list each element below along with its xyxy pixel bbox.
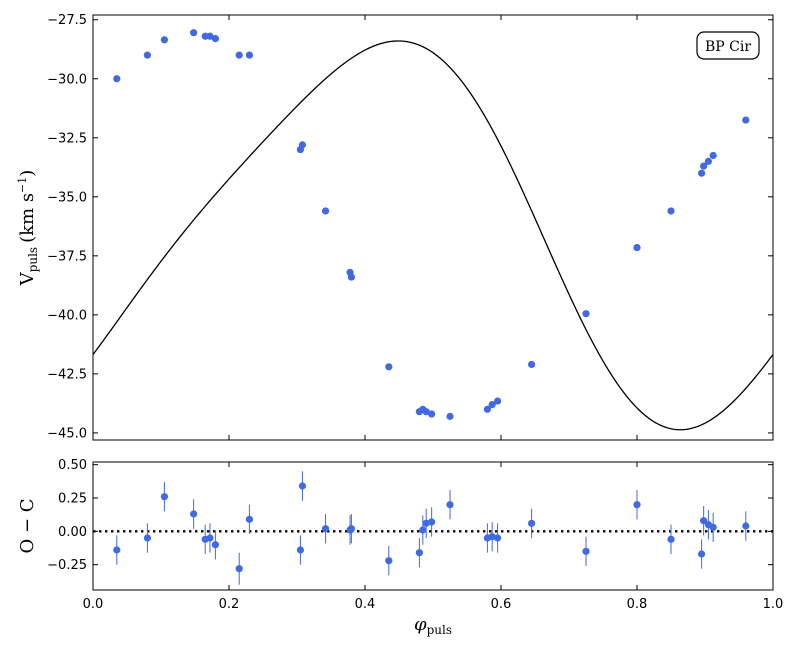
residual-axis-label: O − C — [17, 498, 38, 553]
residual-point — [298, 482, 307, 490]
y-tick-label: −27.5 — [47, 13, 87, 28]
velocity-point — [528, 360, 536, 369]
residual-point — [211, 541, 219, 549]
velocity-point — [742, 116, 750, 124]
residual-point — [415, 549, 423, 557]
x-tick-label: 1.0 — [763, 597, 784, 612]
residual-axis-ticks: 0.50 0.25 0.00 −0.25 0.0 0.2 0.4 0.6 0.8 1.0 — [47, 458, 783, 612]
velocity-point — [494, 397, 502, 405]
velocity-point — [428, 410, 436, 418]
velocity-point — [422, 408, 430, 416]
y-tick-label: 0.50 — [58, 458, 87, 473]
residual-point — [422, 519, 430, 527]
y-tick-label: −0.25 — [47, 558, 87, 573]
residual-point — [296, 546, 304, 554]
velocity-point — [709, 151, 717, 160]
velocity-point — [235, 51, 243, 59]
residual-point — [528, 519, 536, 527]
velocity-point — [667, 207, 675, 215]
y-tick-label: 0.25 — [58, 492, 87, 507]
x-tick-label: 0.8 — [627, 597, 648, 612]
residual-point — [700, 517, 708, 525]
x-tick-label: 0.6 — [491, 597, 512, 612]
velocity-point — [633, 243, 641, 252]
velocity-point — [582, 310, 590, 318]
x-tick-label: 0.4 — [355, 597, 376, 612]
ylabel-sub: puls — [26, 247, 40, 272]
y-tick-label: −40.0 — [47, 308, 87, 323]
velocity-point — [298, 141, 307, 149]
velocity-point — [704, 157, 713, 165]
velocity-point — [245, 51, 253, 59]
velocity-point — [143, 51, 151, 59]
residual-point — [347, 525, 355, 533]
y-tick-label: 0.00 — [58, 525, 87, 540]
velocity-point — [446, 412, 454, 420]
residual-point — [582, 547, 590, 555]
velocity-point — [385, 363, 393, 371]
residual-points — [113, 471, 750, 585]
residual-point — [633, 501, 641, 509]
velocity-point — [698, 169, 706, 177]
velocity-point — [211, 35, 219, 43]
residual-panel-frame — [92, 461, 774, 591]
residual-point — [428, 518, 436, 526]
velocity-points — [113, 29, 750, 420]
residual-point — [206, 534, 214, 542]
residual-point — [742, 522, 750, 530]
residual-point — [235, 565, 243, 573]
ylabel-close: ) — [17, 170, 38, 177]
legend-box: BP Cir — [696, 31, 760, 60]
ylabel-unit: (km s — [17, 193, 38, 243]
y-tick-label: −37.5 — [47, 249, 87, 264]
phase-axis-label: φpuls — [414, 614, 452, 637]
fit-curve — [92, 40, 774, 431]
y-tick-label: −45.0 — [47, 426, 87, 441]
residual-point — [190, 510, 198, 518]
legend-frame — [696, 31, 760, 60]
y-tick-label: −42.5 — [47, 367, 87, 382]
y-tick-label: −32.5 — [47, 131, 87, 146]
xlabel-sub: puls — [427, 623, 452, 637]
residual-point — [245, 515, 253, 523]
velocity-point — [206, 32, 214, 40]
velocity-point — [488, 400, 496, 409]
velocity-point — [347, 273, 355, 281]
residual-point — [160, 493, 168, 501]
velocity-point — [160, 36, 168, 44]
legend-label: BP Cir — [705, 39, 751, 55]
y-tick-label: −35.0 — [47, 190, 87, 205]
velocity-point — [113, 75, 121, 83]
residual-point — [698, 550, 706, 558]
residual-point — [321, 525, 330, 533]
velocity-point — [321, 207, 330, 215]
residual-point — [419, 526, 427, 534]
velocity-axis-label: Vpuls (km s−1) — [16, 170, 40, 287]
y-tick-label: −30.0 — [47, 72, 87, 87]
residual-panel: 0.50 0.25 0.00 −0.25 0.0 0.2 0.4 0.6 0.8 1.0 O − … — [17, 458, 783, 637]
residual-point — [494, 534, 502, 542]
x-tick-label: 0.2 — [219, 597, 240, 612]
velocity-point — [700, 162, 708, 170]
velocity-panel-frame — [92, 14, 774, 441]
velocity-point — [190, 29, 198, 37]
x-tick-label: 0.0 — [83, 597, 104, 612]
xlabel-main: φ — [414, 614, 427, 635]
velocity-panel: −27.5 −30.0 −32.5 −35.0 −37.5 −40.0 −42.5 −45.0… — [16, 13, 774, 441]
residual-point — [709, 523, 717, 531]
ylabel-main: V — [17, 271, 38, 286]
ylabel-exp: −1 — [16, 177, 29, 193]
residual-point — [113, 546, 121, 554]
residual-point — [488, 533, 496, 541]
velocity-point — [483, 405, 491, 413]
residual-point — [385, 557, 393, 565]
velocity-axis-ticks: −27.5 −30.0 −32.5 −35.0 −37.5 −40.0 −42.5 −45.0 — [47, 13, 774, 441]
residual-point — [667, 535, 675, 543]
residual-point — [446, 501, 454, 509]
residual-point — [143, 534, 151, 542]
